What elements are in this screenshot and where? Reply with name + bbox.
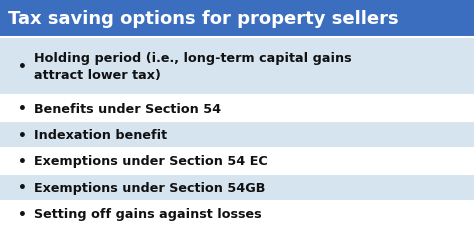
Bar bbox=[0, 148, 474, 174]
Bar bbox=[0, 122, 474, 148]
Text: •: • bbox=[18, 60, 27, 74]
Bar bbox=[0, 96, 474, 122]
Text: Indexation benefit: Indexation benefit bbox=[34, 128, 167, 141]
Text: Setting off gains against losses: Setting off gains against losses bbox=[34, 207, 262, 220]
Text: •: • bbox=[18, 181, 27, 195]
Bar bbox=[0, 201, 474, 227]
Text: Exemptions under Section 54 EC: Exemptions under Section 54 EC bbox=[34, 155, 268, 168]
Text: •: • bbox=[18, 154, 27, 168]
Text: •: • bbox=[18, 207, 27, 221]
Bar bbox=[0, 38, 474, 96]
Text: •: • bbox=[18, 128, 27, 142]
Text: Holding period (i.e., long-term capital gains
attract lower tax): Holding period (i.e., long-term capital … bbox=[34, 52, 352, 81]
Text: Exemptions under Section 54GB: Exemptions under Section 54GB bbox=[34, 181, 265, 194]
Bar bbox=[0, 0, 474, 38]
Text: •: • bbox=[18, 102, 27, 116]
Text: Tax saving options for property sellers: Tax saving options for property sellers bbox=[8, 10, 399, 28]
Bar bbox=[0, 174, 474, 201]
Text: Benefits under Section 54: Benefits under Section 54 bbox=[34, 102, 221, 115]
